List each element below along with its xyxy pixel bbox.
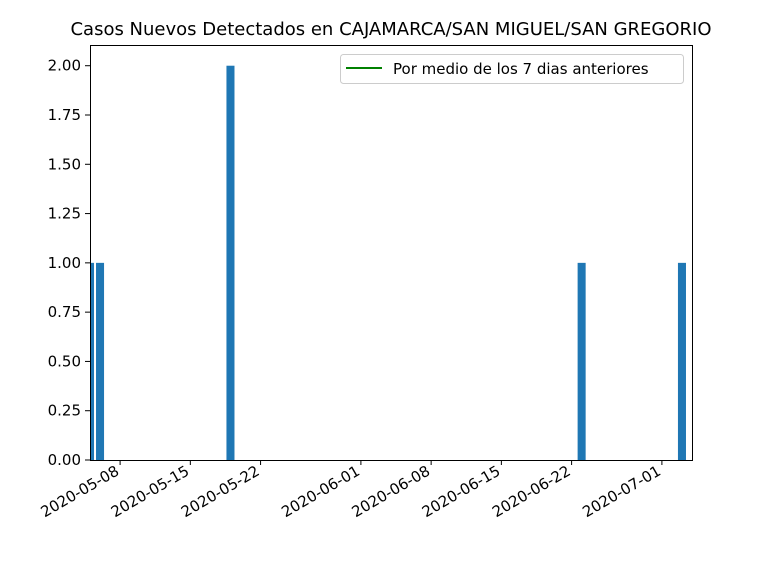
legend-box bbox=[340, 54, 684, 84]
bar bbox=[226, 65, 235, 460]
bars-layer bbox=[90, 65, 686, 460]
chart-title: Casos Nuevos Detectados en CAJAMARCA/SAN… bbox=[70, 19, 711, 40]
bar bbox=[577, 262, 586, 460]
x-tick-label: 2020-05-22 bbox=[178, 462, 263, 521]
bar bbox=[90, 262, 95, 460]
y-tick-label: 0.50 bbox=[48, 352, 81, 370]
x-tick-label: 2020-06-08 bbox=[349, 462, 434, 521]
y-tick-label: 1.75 bbox=[48, 106, 81, 124]
y-tick-label: 1.00 bbox=[48, 254, 81, 272]
y-tick-label: 0.25 bbox=[48, 402, 81, 420]
x-tick-label: 2020-06-01 bbox=[278, 462, 363, 521]
x-tick-label: 2020-05-15 bbox=[108, 462, 193, 521]
legend-label: Por medio de los 7 dias anteriores bbox=[393, 60, 649, 78]
bar bbox=[96, 262, 105, 460]
plot-frame bbox=[90, 45, 693, 461]
y-tick-label: 1.25 bbox=[48, 205, 81, 223]
y-tick-label: 0.00 bbox=[48, 451, 81, 469]
y-tick-label: 2.00 bbox=[48, 57, 81, 75]
y-tick-label: 0.75 bbox=[48, 303, 81, 321]
x-tick-label: 2020-05-08 bbox=[38, 462, 123, 521]
x-tick-label: 2020-06-15 bbox=[419, 462, 504, 521]
y-tick-label: 1.50 bbox=[48, 155, 81, 173]
x-tick-label: 2020-07-01 bbox=[579, 462, 664, 521]
y-axis: 0.00 0.25 0.50 0.75 1.00 1.25 1.50 1.75 2.00 bbox=[48, 57, 90, 469]
legend: Por medio de los 7 dias anteriores bbox=[340, 54, 684, 84]
x-tick-label: 2020-06-22 bbox=[489, 462, 574, 521]
bar bbox=[677, 262, 686, 460]
